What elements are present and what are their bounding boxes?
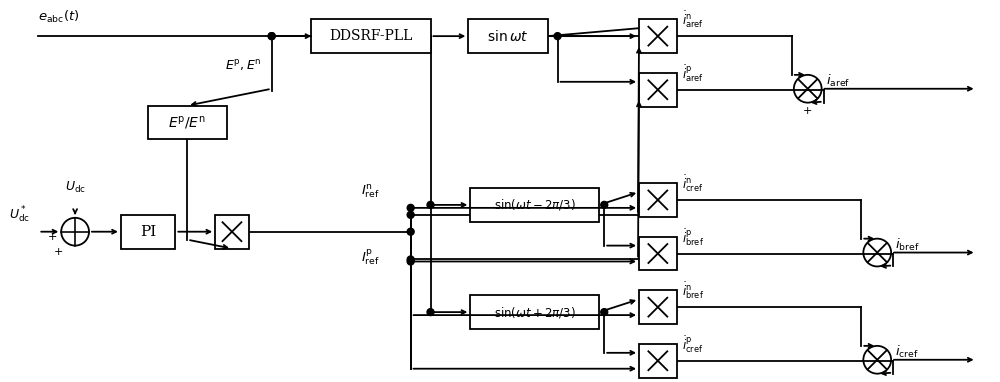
Text: $\sin\omega t$: $\sin\omega t$ <box>487 29 529 44</box>
Text: $U^*_{\mathrm{dc}}$: $U^*_{\mathrm{dc}}$ <box>9 205 30 225</box>
Text: $E^{\mathrm{p}}/E^{\mathrm{n}}$: $E^{\mathrm{p}}/E^{\mathrm{n}}$ <box>168 114 206 131</box>
Circle shape <box>407 258 414 265</box>
Bar <box>639 290 677 324</box>
Text: $\dot{i}^{\mathrm{n}}_{\mathrm{bref}}$: $\dot{i}^{\mathrm{n}}_{\mathrm{bref}}$ <box>682 280 704 301</box>
Bar <box>311 19 431 53</box>
Circle shape <box>268 32 275 40</box>
Text: +: + <box>54 246 63 257</box>
Circle shape <box>601 201 608 208</box>
Text: $E^{\mathrm{p}},E^{\mathrm{n}}$: $E^{\mathrm{p}},E^{\mathrm{n}}$ <box>225 58 262 73</box>
Text: $\sin(\omega t-2\pi/3)$: $\sin(\omega t-2\pi/3)$ <box>494 197 576 212</box>
Text: $\dot{i}^{\mathrm{n}}_{\mathrm{aref}}$: $\dot{i}^{\mathrm{n}}_{\mathrm{aref}}$ <box>682 9 704 30</box>
Circle shape <box>427 201 434 208</box>
Circle shape <box>407 211 414 218</box>
Text: $i_{\mathrm{bref}}$: $i_{\mathrm{bref}}$ <box>895 236 920 253</box>
Bar <box>639 344 677 378</box>
Circle shape <box>407 204 414 211</box>
Text: $i_{\mathrm{aref}}$: $i_{\mathrm{aref}}$ <box>826 73 850 89</box>
Text: $I^{\mathrm{p}}_{\mathrm{ref}}$: $I^{\mathrm{p}}_{\mathrm{ref}}$ <box>361 248 380 267</box>
Bar <box>639 19 677 53</box>
Text: $\dot{i}^{\mathrm{p}}_{\mathrm{aref}}$: $\dot{i}^{\mathrm{p}}_{\mathrm{aref}}$ <box>682 63 704 84</box>
Text: $U_{\mathrm{dc}}$: $U_{\mathrm{dc}}$ <box>65 180 86 195</box>
Text: $\dot{i}^{\mathrm{p}}_{\mathrm{cref}}$: $\dot{i}^{\mathrm{p}}_{\mathrm{cref}}$ <box>682 334 703 355</box>
Circle shape <box>268 32 275 40</box>
Text: $\dot{i}^{\mathrm{n}}_{\mathrm{cref}}$: $\dot{i}^{\mathrm{n}}_{\mathrm{cref}}$ <box>682 173 703 194</box>
Bar <box>215 215 249 249</box>
Text: +: + <box>48 231 57 242</box>
Bar <box>148 106 227 139</box>
Bar <box>639 73 677 107</box>
Text: $\sin(\omega t+2\pi/3)$: $\sin(\omega t+2\pi/3)$ <box>494 304 576 320</box>
Bar <box>468 19 548 53</box>
Text: $\dot{i}^{\mathrm{p}}_{\mathrm{bref}}$: $\dot{i}^{\mathrm{p}}_{\mathrm{bref}}$ <box>682 227 704 248</box>
Text: PI: PI <box>140 225 156 239</box>
Circle shape <box>407 256 414 263</box>
Text: $i_{\mathrm{cref}}$: $i_{\mathrm{cref}}$ <box>895 344 919 360</box>
Bar <box>639 237 677 270</box>
Bar <box>121 215 175 249</box>
Bar <box>639 183 677 217</box>
Circle shape <box>554 32 561 40</box>
Text: $e_{\mathrm{abc}}(t)$: $e_{\mathrm{abc}}(t)$ <box>38 9 80 26</box>
Circle shape <box>601 309 608 316</box>
Text: $I^{\mathrm{n}}_{\mathrm{ref}}$: $I^{\mathrm{n}}_{\mathrm{ref}}$ <box>361 182 380 200</box>
Bar <box>470 188 599 222</box>
Text: +: + <box>803 106 812 116</box>
Bar <box>470 295 599 329</box>
Circle shape <box>427 309 434 316</box>
Circle shape <box>407 228 414 235</box>
Text: DDSRF-PLL: DDSRF-PLL <box>329 29 413 43</box>
